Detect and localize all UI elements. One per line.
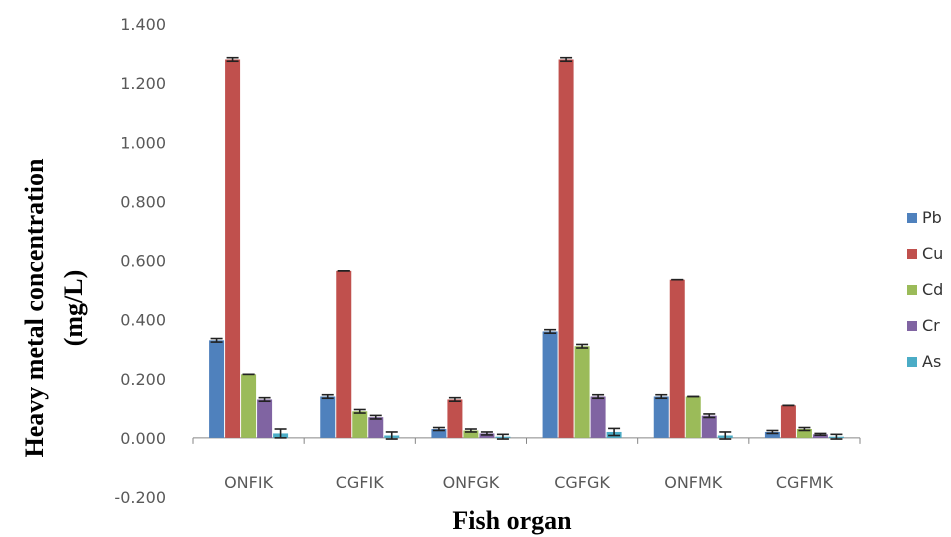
bar-pb [653, 396, 669, 438]
x-axis-ticks: ONFIK CGFIK ONFGK CGFGK ONFMK CGFMK [224, 473, 833, 492]
error-bar [385, 431, 398, 440]
error-bar [353, 408, 366, 414]
x-tick-label: CGFMK [776, 473, 834, 492]
legend-swatch-cr [907, 321, 917, 331]
bar-cu [558, 59, 574, 438]
legend-swatch-as [907, 357, 917, 367]
bar-cd [574, 346, 590, 438]
bar-cr [257, 399, 273, 438]
legend-label-cd: Cd [922, 280, 943, 299]
bar-cd [241, 374, 257, 438]
error-bar [655, 393, 668, 400]
bar-pb [542, 331, 558, 438]
legend-swatch-cd [907, 285, 917, 295]
bar-pb [764, 431, 780, 438]
error-bar [560, 56, 573, 63]
x-tick-label: CGFGK [554, 473, 610, 492]
error-bar [480, 431, 493, 436]
y-tick-label: 0.200 [120, 370, 166, 389]
error-bar [608, 427, 621, 437]
legend-swatch-pb [907, 213, 917, 223]
bar-cr [812, 434, 828, 438]
y-tick-label: 1.200 [120, 74, 166, 93]
legend: Pb Cu Cd Cr As [907, 208, 943, 371]
y-tick-label: 0.800 [120, 192, 166, 211]
legend-label-cu: Cu [922, 244, 943, 263]
error-bar [719, 431, 732, 440]
x-tick-label: ONFGK [443, 473, 500, 492]
y-tick-label: 0.600 [120, 252, 166, 271]
error-bar [814, 432, 827, 437]
error-bar [544, 328, 557, 335]
bar-cd [463, 430, 479, 438]
y-axis-ticks: -0.200 0.000 0.200 0.400 0.600 0.800 1.000 1.20… [114, 15, 166, 507]
error-bar [369, 414, 382, 420]
bar-cr [701, 415, 717, 438]
legend-label-as: As [922, 352, 941, 371]
x-tick-label: ONFIK [224, 473, 273, 492]
error-bar [448, 396, 461, 403]
y-tick-label: 1.400 [120, 15, 166, 34]
error-bar [576, 343, 589, 349]
bar-cd [685, 396, 701, 438]
error-bar [226, 56, 239, 63]
error-bar [432, 426, 445, 432]
error-bar [496, 433, 509, 440]
error-bar [258, 396, 271, 403]
error-bar [274, 428, 287, 439]
error-bar [321, 393, 334, 400]
bar-cu [447, 399, 463, 438]
x-tick-label: ONFMK [664, 473, 723, 492]
y-axis-title-line2: (mg/L) [59, 270, 88, 347]
bar-cu [336, 270, 352, 438]
bar-cr [590, 396, 606, 438]
y-axis-title-line1: Heavy metal concentration [20, 158, 49, 457]
x-tick-label: CGFIK [336, 473, 384, 492]
error-bar [464, 428, 477, 433]
legend-swatch-cu [907, 249, 917, 259]
bar-cd [796, 429, 812, 438]
bar-cu [225, 59, 241, 438]
error-bar [798, 426, 811, 432]
y-tick-label: 1.000 [120, 133, 166, 152]
y-tick-label: 0.400 [120, 311, 166, 330]
y-tick-label: 0.000 [120, 429, 166, 448]
error-bar [210, 337, 223, 343]
bar-cu [780, 405, 796, 438]
x-axis-title: Fish organ [452, 506, 572, 535]
plot-area [192, 56, 861, 444]
bar-cr [368, 417, 384, 438]
error-bar [766, 429, 779, 435]
bar-cu [669, 279, 685, 438]
error-bar [703, 413, 716, 419]
bar-pb [431, 429, 447, 438]
y-tick-label: -0.200 [114, 488, 166, 507]
error-bar [592, 393, 605, 400]
bar-pb [209, 340, 225, 438]
legend-label-cr: Cr [922, 316, 940, 335]
legend-label-pb: Pb [922, 208, 942, 227]
bar-cd [352, 411, 368, 438]
error-bar [830, 433, 843, 440]
bar-pb [320, 396, 336, 438]
